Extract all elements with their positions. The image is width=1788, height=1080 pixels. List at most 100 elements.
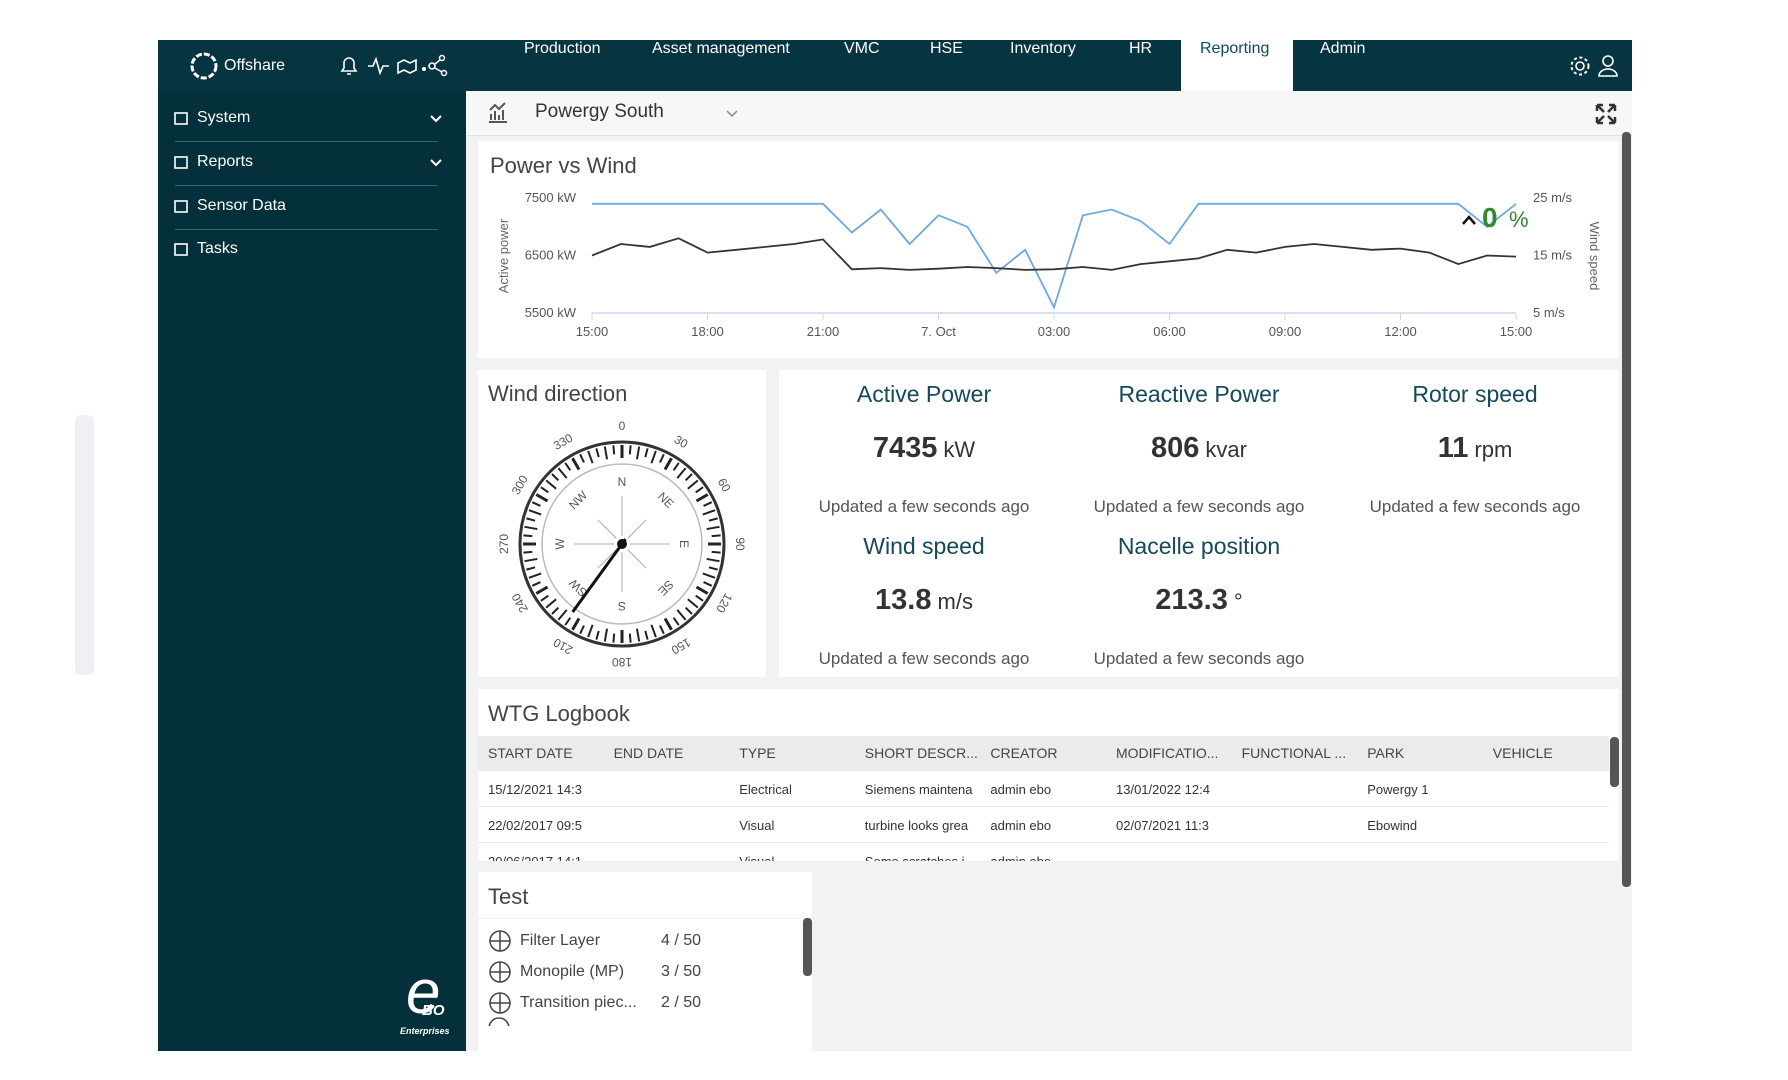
sidebar-item[interactable]: System <box>197 109 251 126</box>
compass-tick <box>708 517 718 522</box>
menu-item[interactable]: Admin <box>1320 40 1366 57</box>
metric-unit: ° <box>1233 589 1243 614</box>
header-bar: Powergy South <box>466 91 1632 136</box>
menu-item[interactable]: Reporting <box>1200 40 1270 57</box>
brand[interactable]: Offshare <box>224 57 286 74</box>
menu-item[interactable]: Asset management <box>652 40 790 57</box>
metric-value: 213.3 <box>1155 584 1228 616</box>
table-scrollbar <box>1610 737 1619 787</box>
compass-tick <box>695 493 709 503</box>
compass-tick <box>528 509 542 516</box>
row-line <box>478 806 1609 807</box>
compass-tick <box>528 572 542 579</box>
layer-name[interactable]: Transition piec... <box>520 994 637 1011</box>
compass-tick <box>703 581 713 587</box>
metric-unit: kvar <box>1205 437 1247 462</box>
card-title: Wind direction <box>488 381 628 406</box>
expand-icon[interactable] <box>1595 103 1617 125</box>
y2-tick-label: 25 m/s <box>1533 190 1573 205</box>
sidebar-item[interactable]: Tasks <box>197 240 238 257</box>
column-header[interactable]: VEHICLE <box>1492 745 1553 761</box>
column-header[interactable]: END DATE <box>613 745 684 761</box>
separator <box>175 185 438 186</box>
compass-tick <box>612 445 616 455</box>
sidebar-item[interactable]: Sensor Data <box>197 197 286 214</box>
compass-tick <box>564 462 572 471</box>
card-title: WTG Logbook <box>488 701 630 726</box>
metric-value-box: 806 kvar <box>1064 432 1334 465</box>
column-header[interactable]: SHORT DESCR... <box>864 745 978 761</box>
compass-tick <box>687 479 699 490</box>
select-chevron[interactable] <box>724 105 740 121</box>
metric-title: Nacelle position <box>1117 533 1281 559</box>
compass-tick <box>526 517 536 522</box>
active-tab <box>1181 40 1293 91</box>
compass-tick <box>663 457 673 471</box>
layer-count: 2 / 50 <box>661 994 702 1011</box>
compass-tick <box>595 448 600 458</box>
compass-tick <box>564 617 572 626</box>
compass-needle <box>571 538 627 613</box>
metric-value: 806 <box>1151 432 1200 464</box>
compass-degree: 270 <box>497 534 511 554</box>
cell: 22/02/2017 09:5 <box>488 818 582 833</box>
row-line <box>478 842 1609 843</box>
column-header[interactable]: MODIFICATIO... <box>1116 745 1219 761</box>
side-icon <box>174 200 188 213</box>
menu-item[interactable]: HSE <box>930 40 963 57</box>
side-icon <box>174 112 188 125</box>
compass-tick <box>659 625 665 635</box>
column-header[interactable]: FUNCTIONAL ... <box>1241 745 1347 761</box>
compass-tick <box>628 633 632 643</box>
cell: 15/12/2021 14:3 <box>488 782 582 797</box>
sidebar-item[interactable]: Reports <box>197 153 254 170</box>
menu-item[interactable]: Inventory <box>1010 40 1076 57</box>
compass-degree: 60 <box>715 476 734 495</box>
table-header <box>478 736 1609 771</box>
brand-icon <box>190 52 218 80</box>
compass-tick <box>650 624 657 638</box>
layer-icon <box>489 961 511 983</box>
cell: 13/01/2022 12:4 <box>1116 782 1210 797</box>
metric-value: 11 <box>1437 432 1469 464</box>
layer-name[interactable]: Filter Layer <box>520 932 601 949</box>
x-tick-label: 12:00 <box>1384 324 1417 339</box>
clipped-icon <box>488 1017 510 1026</box>
compass-tick <box>672 462 680 471</box>
metric-value: 7435 <box>872 432 938 464</box>
column-header[interactable]: CREATOR <box>990 745 1058 761</box>
menu-item[interactable]: VMC <box>844 40 880 57</box>
card-title: Test <box>488 884 529 909</box>
metric-unit: kW <box>943 437 976 462</box>
compass-tick <box>706 557 720 563</box>
compass-tick <box>612 633 616 643</box>
compass-point: W <box>553 538 567 550</box>
menu-item[interactable]: Production <box>524 40 601 57</box>
compass-tick <box>663 617 673 631</box>
cell: Siemens maintena <box>864 782 973 797</box>
metric-value-box: 213.3 ° <box>1064 584 1334 617</box>
cell: Some scratches i <box>865 854 983 861</box>
column-header[interactable]: TYPE <box>739 745 776 761</box>
compass-tick <box>684 473 693 482</box>
menu-item[interactable]: HR <box>1129 40 1153 57</box>
side-icon <box>174 243 188 256</box>
compass-tick <box>531 501 541 507</box>
cell: Ebowind <box>1367 818 1418 833</box>
compass-tick <box>524 557 538 563</box>
park-select[interactable]: Powergy South <box>535 101 664 122</box>
x-tick-label: 15:00 <box>576 324 609 339</box>
layer-name[interactable]: Monopile (MP) <box>520 963 625 980</box>
column-header[interactable]: START DATE <box>488 745 573 761</box>
compass-degree: 150 <box>669 635 694 657</box>
y-tick-label: 5500 kW <box>525 305 577 320</box>
metric-value: 13.8 <box>875 584 932 616</box>
compass-tick <box>524 525 538 531</box>
metric-updated: Updated a few seconds ago <box>818 497 1030 516</box>
chevron <box>430 115 442 123</box>
column-header[interactable]: PARK <box>1367 745 1405 761</box>
cell: Powergy 1 <box>1367 782 1429 797</box>
compass-tick <box>706 525 720 531</box>
